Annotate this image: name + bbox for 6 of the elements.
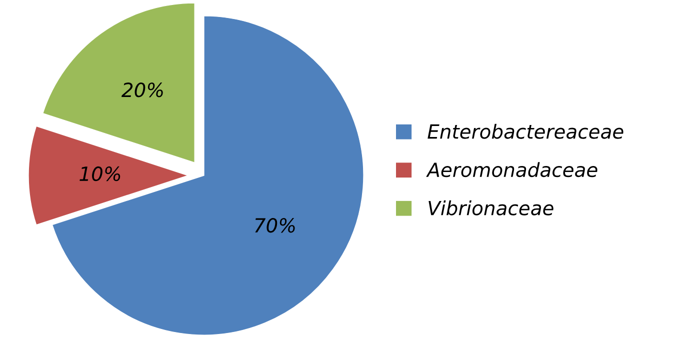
data-label: 10% (80, 166, 120, 182)
legend-label: Enterobactereaceae (428, 124, 624, 139)
data-label: 70% (255, 218, 295, 233)
legend-label: Vibrionaceae (428, 200, 554, 216)
legend-label: Aeromonadaceae (426, 162, 598, 178)
data-label: 20% (121, 82, 163, 98)
